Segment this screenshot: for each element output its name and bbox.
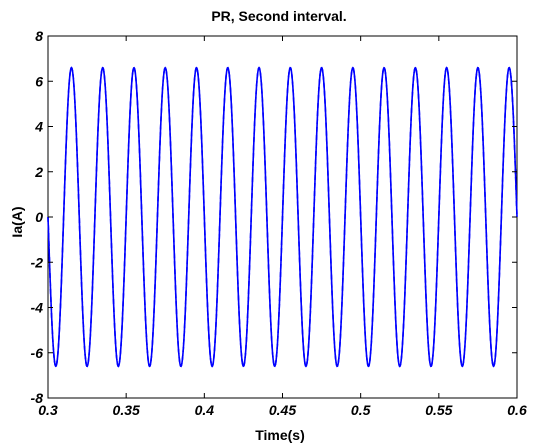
y-tick-label: 0 [35,209,43,225]
y-tick-label: -2 [31,254,44,270]
y-tick-label: 8 [35,28,43,44]
y-tick-label: 6 [35,73,43,89]
series-layer [47,66,518,368]
x-tick-label: 0.55 [425,402,452,418]
x-tick-label: 0.4 [195,402,215,418]
y-tick-label: -8 [31,390,44,406]
y-tick-label: 2 [34,164,43,180]
x-tick-label: 0.3 [38,402,58,418]
series-line-2 [47,66,518,368]
y-tick-label: -6 [31,345,44,361]
x-tick-label: 0.5 [351,402,371,418]
plot-area: 0.3 0.35 0.4 0.45 0.5 0.55 0.6 -8 -6 -4 -2 0 2 4 6 8 [31,28,527,418]
chart-title: PR, Second interval. [211,8,346,24]
y-axis-label: Ia(A) [9,206,25,237]
x-tick-label: 0.35 [113,402,140,418]
x-axis-label: Time(s) [255,427,305,443]
ticks-layer: 0.3 0.35 0.4 0.45 0.5 0.55 0.6 -8 -6 -4 -2 0 2 4 6 8 [31,28,527,418]
y-tick-label: 4 [34,119,43,135]
y-tick-label: -4 [31,300,44,316]
x-tick-label: 0.6 [507,402,527,418]
x-tick-label: 0.45 [269,402,296,418]
